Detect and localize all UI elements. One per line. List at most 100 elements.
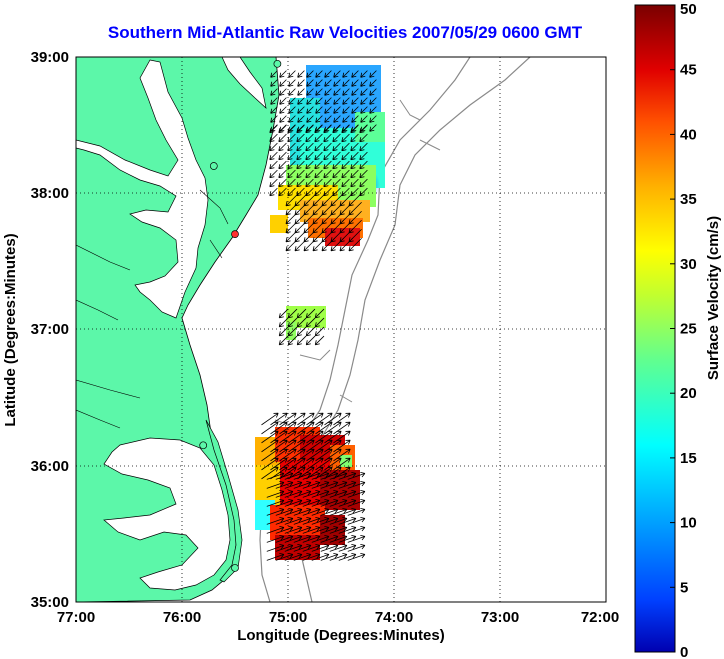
velocity-arrow xyxy=(348,228,362,243)
velocity-arrow xyxy=(323,169,332,179)
velocity-arrow xyxy=(341,151,350,161)
velocity-arrow xyxy=(329,525,348,534)
velocity-arrow xyxy=(288,70,296,78)
velocity-arrow xyxy=(333,106,341,114)
velocity-arrow xyxy=(359,133,368,143)
velocity-arrow xyxy=(297,79,305,87)
velocity-arrow xyxy=(359,169,368,179)
y-tick-label: 35:00 xyxy=(31,594,69,611)
velocity-arrow xyxy=(347,507,366,516)
colorbar-tick-label: 35 xyxy=(680,191,697,208)
x-tick-label: 73:00 xyxy=(481,609,519,626)
velocity-arrow xyxy=(341,124,350,134)
velocity-arrow xyxy=(324,412,342,426)
velocity-arrow xyxy=(297,97,305,105)
velocity-arrow xyxy=(369,70,377,78)
velocity-arrow xyxy=(320,489,339,498)
velocity-arrow xyxy=(302,552,321,561)
velocity-arrow xyxy=(347,534,366,543)
velocity-arrow xyxy=(269,178,278,188)
colorbar-tick-label: 20 xyxy=(680,385,697,402)
velocity-arrow xyxy=(293,498,312,507)
velocity-arrow xyxy=(347,480,366,489)
velocity-arrow xyxy=(302,516,321,525)
velocity-arrow xyxy=(287,308,298,319)
velocity-arrow xyxy=(261,412,279,426)
velocity-arrow xyxy=(311,525,330,534)
velocity-arrow xyxy=(275,489,294,498)
colorbar-tick-label: 45 xyxy=(680,62,697,79)
velocity-arrow xyxy=(350,124,359,134)
velocity-arrow xyxy=(266,507,285,516)
velocity-arrow xyxy=(324,115,332,123)
velocity-arrow xyxy=(269,124,278,134)
velocity-arrow xyxy=(306,115,314,123)
velocity-arrow xyxy=(287,326,298,337)
y-tick-label: 37:00 xyxy=(31,321,69,338)
velocity-arrow xyxy=(329,471,348,480)
velocity-arrow xyxy=(333,88,341,96)
radar-stations xyxy=(199,59,282,572)
velocity-arrow xyxy=(323,133,332,143)
velocity-arrow xyxy=(333,115,341,123)
velocity-arrow xyxy=(278,142,287,152)
velocity-arrow xyxy=(305,142,314,152)
velocity-arrow xyxy=(294,192,308,207)
velocity-arrow xyxy=(342,115,350,123)
velocity-arrow xyxy=(287,160,296,170)
velocity-arrow xyxy=(293,516,312,525)
velocity-arrow xyxy=(314,142,323,152)
velocity-arrow xyxy=(333,79,341,87)
velocity-arrow xyxy=(279,106,287,114)
velocity-arrow xyxy=(302,525,321,534)
velocity-arrow xyxy=(323,178,332,188)
velocity-arrow xyxy=(348,192,362,207)
velocity-arrow xyxy=(278,151,287,161)
velocity-arrow xyxy=(279,88,287,96)
velocity-arrow xyxy=(329,543,348,552)
velocity-arrow xyxy=(333,457,351,471)
velocity-arrow xyxy=(338,525,357,534)
velocity-arrow xyxy=(351,70,359,78)
velocity-arrow xyxy=(297,115,305,123)
x-tick-label: 77:00 xyxy=(57,609,95,626)
velocity-arrow xyxy=(270,79,278,87)
velocity-arrow xyxy=(342,79,350,87)
velocity-arrow xyxy=(311,552,330,561)
velocity-arrow xyxy=(332,142,341,152)
velocity-arrow xyxy=(320,507,339,516)
colorbar-tick-label: 50 xyxy=(680,1,697,18)
velocity-arrow xyxy=(302,534,321,543)
velocity-arrow xyxy=(333,421,351,435)
velocity-arrow xyxy=(296,133,305,143)
x-tick-label: 74:00 xyxy=(375,609,413,626)
velocity-arrow xyxy=(279,70,287,78)
velocity-arrow xyxy=(347,489,366,498)
velocity-arrow xyxy=(350,178,359,188)
velocity-arrow xyxy=(269,169,278,179)
velocity-arrow xyxy=(311,480,330,489)
chesapeake-bay xyxy=(76,59,209,319)
velocity-arrow xyxy=(332,169,341,179)
velocity-arrow xyxy=(315,115,323,123)
y-tick-label: 38:00 xyxy=(31,185,69,202)
velocity-arrow xyxy=(338,480,357,489)
colorbar-tick-label: 5 xyxy=(680,579,688,596)
velocity-arrow xyxy=(296,178,305,188)
velocity-arrow xyxy=(315,106,323,114)
velocity-arrow xyxy=(275,498,294,507)
velocity-arrow xyxy=(293,507,312,516)
velocity-arrow xyxy=(302,507,321,516)
velocity-arrow xyxy=(333,97,341,105)
velocity-arrow xyxy=(275,525,294,534)
x-tick-label: 75:00 xyxy=(269,609,307,626)
velocity-arrow xyxy=(338,534,357,543)
radar-station-marker xyxy=(199,441,208,450)
velocity-arrow xyxy=(350,133,359,143)
velocity-arrow xyxy=(288,97,296,105)
velocity-arrow xyxy=(305,160,314,170)
delaware-bay xyxy=(221,57,267,109)
velocity-arrow xyxy=(348,237,362,252)
velocity-arrow xyxy=(284,516,303,525)
